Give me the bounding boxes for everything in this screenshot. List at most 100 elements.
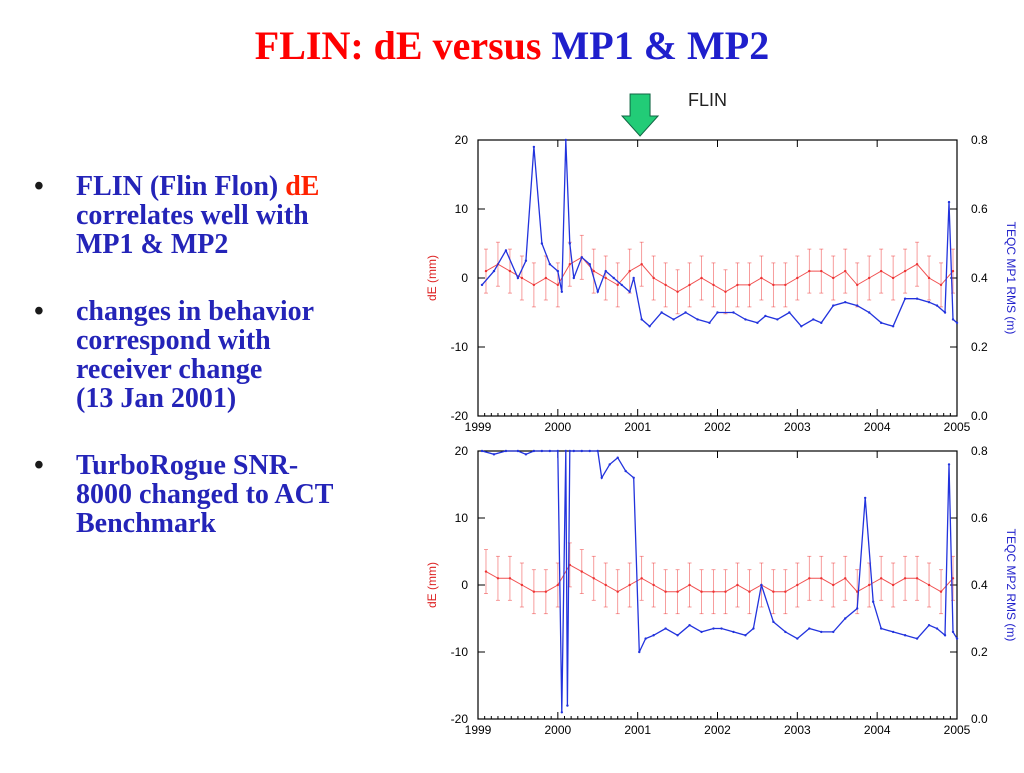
data-point: [752, 627, 755, 630]
data-point: [784, 590, 787, 593]
data-point: [688, 583, 691, 587]
data-point: [652, 276, 655, 280]
bullet-line: receiver change: [76, 355, 394, 384]
y-left-tick-label: -20: [451, 409, 469, 423]
data-point: [903, 269, 907, 273]
data-point: [760, 276, 763, 280]
data-point: [632, 276, 635, 280]
data-point: [556, 283, 560, 287]
bullet-line: 8000 changed to ACT: [76, 480, 394, 509]
bullet-text: 8000 changed to ACT: [76, 479, 334, 510]
plot-frame: [477, 450, 958, 720]
data-point: [951, 577, 955, 580]
data-point: [863, 496, 867, 500]
series-line: [481, 450, 958, 713]
data-point: [504, 449, 508, 453]
data-point: [927, 583, 931, 587]
bullet-text: MP1 & MP2: [76, 229, 229, 260]
data-point: [532, 145, 536, 149]
data-point: [600, 476, 603, 479]
data-point: [788, 311, 791, 314]
data-point: [496, 577, 500, 580]
series-line: [481, 139, 958, 328]
data-point: [640, 263, 643, 266]
data-point: [808, 577, 811, 580]
data-point: [564, 138, 568, 142]
bullet-line: FLIN (Flin Flon) dE: [76, 172, 394, 201]
slide-title-part1: FLIN: dE versus: [254, 23, 552, 68]
data-point: [867, 276, 871, 280]
data-point: [871, 600, 875, 603]
data-point: [808, 269, 811, 273]
series-line: [485, 564, 954, 593]
data-point: [688, 624, 691, 627]
data-point: [652, 583, 655, 587]
bullet-item: • TurboRogue SNR- 8000 changed to ACT Bench…: [34, 451, 394, 538]
data-point: [556, 583, 560, 587]
data-point: [616, 590, 619, 593]
bullet-text: (13 Jan 2001): [76, 383, 237, 414]
data-point: [796, 276, 799, 280]
slide-title-part2: MP1 & MP2: [551, 23, 770, 68]
data-point: [832, 304, 835, 307]
data-point: [955, 637, 959, 640]
x-tick-label: 2002: [704, 420, 731, 434]
down-arrow-icon: [620, 93, 660, 137]
data-point: [524, 453, 528, 456]
y-left-tick-label: 20: [455, 133, 469, 147]
data-point: [700, 630, 703, 634]
x-tick-label: 2004: [864, 723, 891, 737]
data-point: [616, 456, 619, 459]
y-left-tick-label: -10: [451, 340, 469, 354]
data-point: [560, 711, 564, 714]
data-point: [676, 290, 679, 293]
data-point: [664, 627, 667, 630]
data-point: [939, 590, 943, 593]
data-point: [492, 269, 496, 273]
data-point: [684, 311, 687, 314]
data-point: [820, 321, 823, 325]
data-point: [592, 269, 595, 273]
x-tick-label: 2001: [624, 723, 651, 737]
data-point: [638, 650, 641, 654]
data-point: [943, 634, 947, 637]
data-point: [524, 259, 528, 262]
data-point: [712, 283, 715, 287]
data-point: [532, 449, 536, 453]
data-point: [867, 311, 871, 314]
data-point: [620, 283, 623, 287]
data-point: [748, 283, 751, 287]
data-point: [712, 627, 715, 630]
data-point: [532, 590, 536, 593]
data-point: [951, 318, 955, 321]
data-point: [652, 634, 655, 637]
bullet-line: changes in behavior: [76, 297, 394, 326]
bullet-text: changes in behavior: [76, 296, 315, 327]
y-left-tick-label: -20: [451, 712, 469, 726]
plot-frame: [477, 139, 958, 417]
data-point: [572, 449, 575, 453]
data-point: [832, 583, 835, 587]
data-point: [566, 704, 569, 707]
bullet-highlight: dE: [285, 171, 320, 202]
data-point: [676, 634, 679, 637]
data-point: [688, 283, 691, 287]
data-point: [588, 263, 591, 266]
data-point: [951, 630, 955, 634]
data-point: [744, 634, 747, 637]
y-right-axis-label: TEQC MP2 RMS (m): [1004, 529, 1018, 642]
data-point: [832, 630, 835, 634]
chart-area: FLIN 1999 2000 2001 2002 2003 2004 2005 20 10 0 -10…: [400, 84, 1024, 768]
data-point: [879, 627, 883, 630]
data-point: [560, 290, 564, 293]
data-point: [947, 200, 951, 204]
data-point: [640, 318, 643, 321]
bullet-text: Benchmark: [76, 508, 216, 539]
data-point: [844, 269, 847, 273]
data-point: [935, 304, 939, 307]
data-point: [580, 449, 583, 453]
data-point: [879, 577, 883, 580]
data-point: [764, 314, 767, 318]
bullet-text: receiver change: [76, 354, 263, 385]
y-left-tick-label: 10: [455, 511, 469, 525]
